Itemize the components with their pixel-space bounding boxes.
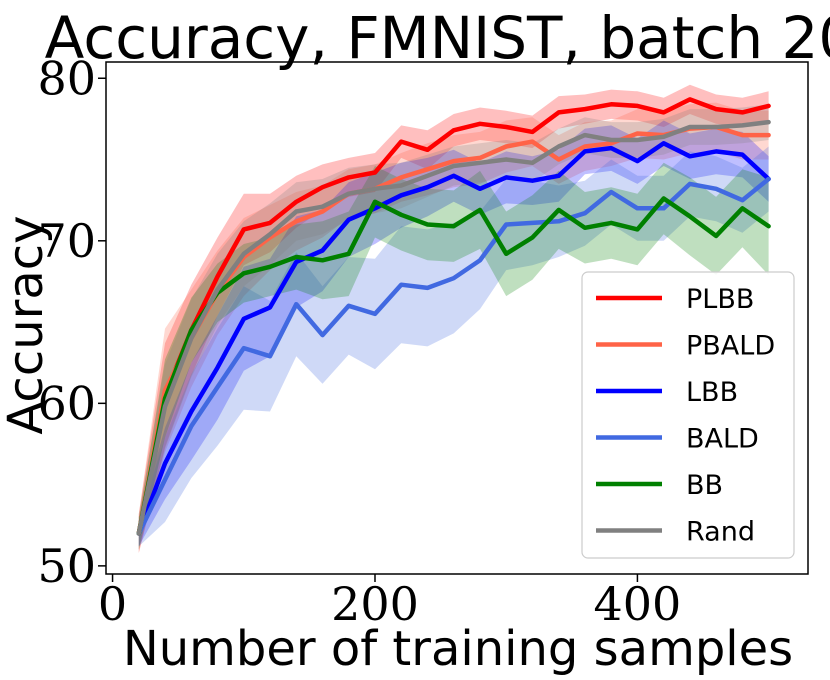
legend-label-bald: BALD [686, 424, 759, 455]
legend-label-bb: BB [686, 470, 723, 501]
y-axis-label: Accuracy [0, 215, 54, 434]
y-tick-label: 60 [37, 376, 96, 430]
y-tick-label: 50 [37, 539, 96, 593]
series-lines [136, 97, 771, 536]
series-line-plbb [136, 97, 771, 536]
y-tick-label: 70 [37, 214, 96, 268]
legend-label-pbald: PBALD [686, 331, 775, 362]
x-tick-label: 0 [98, 577, 127, 631]
chart-title: Accuracy, FMNIST, batch 20 [45, 4, 830, 72]
legend: PLBB PBALD LBB BALD BB Rand [581, 271, 795, 559]
band-rand [138, 104, 769, 550]
series-line-bb [136, 196, 771, 536]
legend-label-lbb: LBB [686, 377, 738, 408]
axis-ticks: 0 200 400 50 60 70 80 [37, 51, 681, 631]
legend-label-plbb: PLBB [686, 284, 754, 315]
band-pbald [138, 102, 769, 553]
x-axis-label: Number of training samples [123, 621, 793, 677]
y-tick-label: 80 [37, 51, 96, 105]
x-tick-label: 400 [594, 577, 682, 631]
series-line-rand [136, 119, 771, 536]
plot-frame [105, 61, 809, 575]
series-line-lbb [136, 141, 771, 536]
series-line-bald [136, 176, 771, 536]
legend-label-rand: Rand [686, 517, 755, 548]
x-tick-label: 200 [331, 577, 419, 631]
band-lbb [138, 120, 769, 547]
